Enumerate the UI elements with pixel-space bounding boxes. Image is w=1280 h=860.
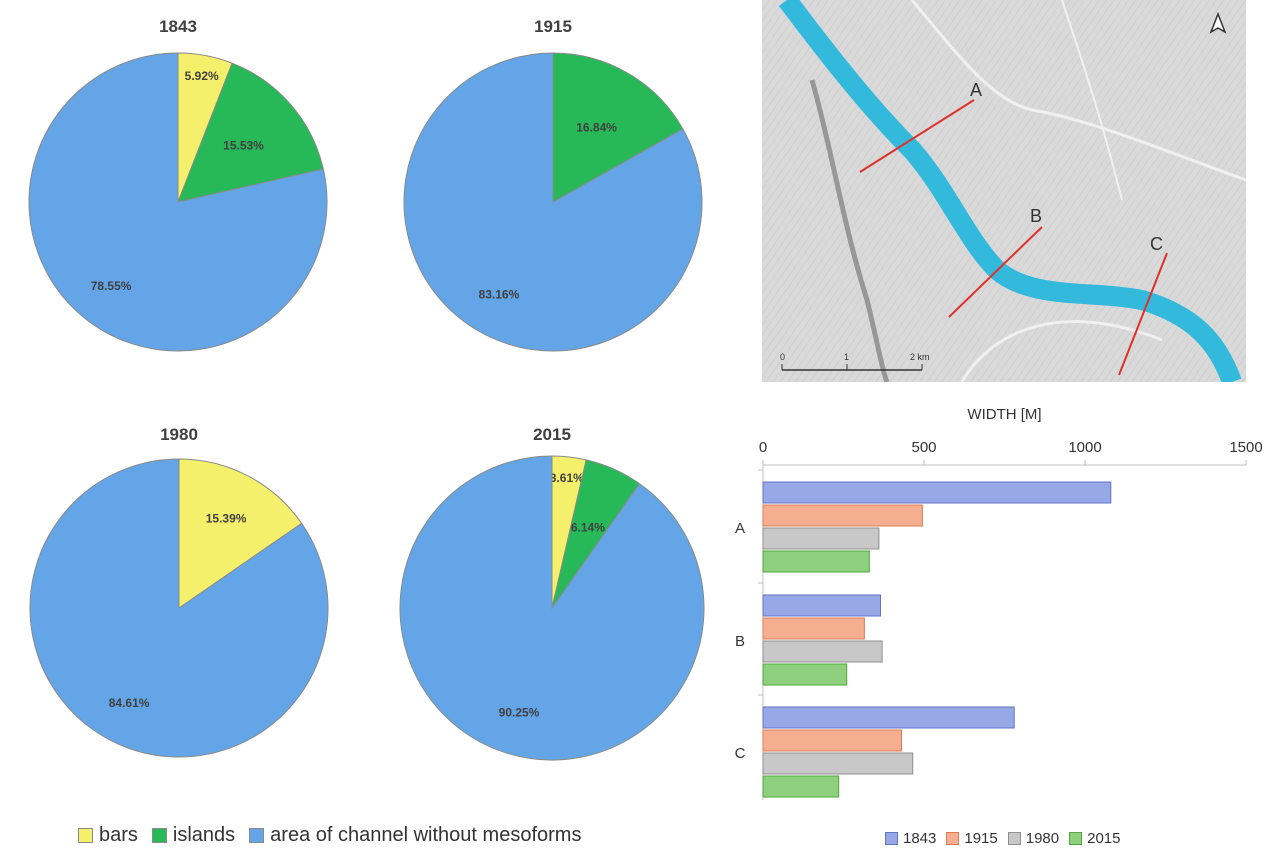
legend-swatch-2015 <box>1069 831 1083 845</box>
pie-slice-channel <box>399 455 705 761</box>
legend-label-1980: 1980 <box>1025 829 1060 847</box>
pie-title: 2015 <box>533 425 571 444</box>
map-profile-label-b: B <box>1030 206 1042 226</box>
map-profile-label-a: A <box>970 80 982 100</box>
pie-data-label: 6.14% <box>571 521 605 535</box>
legend-swatch-bars <box>78 827 93 843</box>
legend-item-1980: 1980 <box>1007 829 1060 847</box>
bar-C-1915 <box>762 729 902 752</box>
north-arrow-icon <box>1209 11 1227 34</box>
pie-data-label: 15.53% <box>223 139 264 153</box>
bar-B-2015 <box>762 663 848 686</box>
map-scale-label: 1 <box>844 352 849 362</box>
x-tick-label: 500 <box>911 439 936 456</box>
bar-A-2015 <box>762 550 870 573</box>
map-road <box>1061 0 1123 201</box>
pie-1843: 1843 5.92% 15.53% 78.55% <box>28 17 328 352</box>
x-axis-title: WIDTH [M] <box>967 406 1041 423</box>
pie-1915: 1915 16.84% 83.16% <box>403 17 703 352</box>
bar-B-1915 <box>762 617 865 640</box>
pie-data-label: 84.61% <box>109 696 150 710</box>
map-escarpment <box>809 79 890 382</box>
bar-B-1843 <box>762 594 881 617</box>
map-road <box>960 320 1163 382</box>
pie-data-label: 3.61% <box>550 471 584 485</box>
map-scale-label: 2 km <box>910 352 930 362</box>
legend-label-islands: islands <box>172 823 236 846</box>
bar-C-2015 <box>762 775 840 798</box>
pie-data-label: 5.92% <box>185 69 219 83</box>
x-tick-label: 1500 <box>1229 439 1262 456</box>
legend-item-islands: islands <box>151 823 236 847</box>
bar-A-1843 <box>762 481 1112 504</box>
bar-C-1843 <box>762 706 1015 729</box>
pie-legend: bars islands area of channel without mes… <box>78 820 595 850</box>
pie-slice-islands <box>177 62 324 203</box>
legend-swatch-1980 <box>1007 831 1021 845</box>
map-profile-label-c: C <box>1150 234 1163 254</box>
legend-item-bars: bars <box>78 824 138 847</box>
legend-label-2015: 2015 <box>1087 829 1121 847</box>
bar-A-1915 <box>762 504 923 527</box>
y-category-label: A <box>735 520 745 537</box>
y-category-label: C <box>735 745 746 762</box>
legend-label-1915: 1915 <box>964 829 998 847</box>
pie-slice-channel <box>28 52 328 352</box>
legend-label-channel: area of channel without mesoforms <box>270 823 582 846</box>
pie-data-label: 83.16% <box>479 288 520 302</box>
bar-C-1980 <box>762 752 914 775</box>
legend-swatch-1843 <box>885 831 898 845</box>
pie-2015: 2015 3.61% 6.14% 90.25% <box>399 425 705 761</box>
pie-data-label: 15.39% <box>206 511 247 525</box>
map-road <box>910 0 1246 182</box>
width-bar-chart: WIDTH [M] 0 500 1000 1500 A B C <box>735 406 1263 800</box>
pie-1980: 1980 15.39% 84.61% <box>29 425 329 758</box>
legend-item-2015: 2015 <box>1069 829 1121 847</box>
pie-title: 1980 <box>160 425 198 444</box>
legend-swatch-islands <box>151 827 167 843</box>
pie-slice-bars <box>178 458 303 609</box>
pie-title: 1843 <box>159 17 197 36</box>
pie-title: 1915 <box>534 17 572 36</box>
legend-swatch-1915 <box>946 831 960 845</box>
bar-legend: 1843 1915 1980 2015 <box>885 827 1131 849</box>
pie-slice-channel <box>29 458 329 758</box>
legend-swatch-channel <box>249 827 265 843</box>
y-category-label: B <box>735 633 745 650</box>
x-tick-label: 1000 <box>1068 439 1101 456</box>
pie-data-label: 16.84% <box>576 120 617 134</box>
map-profile-c <box>1118 252 1168 376</box>
pie-slice-channel <box>403 52 703 352</box>
bar-A-1980 <box>762 527 880 550</box>
pie-data-label: 90.25% <box>499 705 540 719</box>
x-tick-label: 0 <box>759 439 767 456</box>
legend-item-channel: area of channel without mesoforms <box>249 824 581 847</box>
pie-charts: 1843 5.92% 15.53% 78.55% 1915 16.84% 83.16% 198… <box>28 17 705 761</box>
river-map: A B C 0 1 2 km <box>762 0 1246 382</box>
legend-label-bars: bars <box>99 823 138 846</box>
map-profile-a <box>859 99 975 173</box>
legend-item-1843: 1843 <box>885 830 936 847</box>
legend-item-1915: 1915 <box>946 829 998 847</box>
legend-label-1843: 1843 <box>903 829 937 847</box>
pie-data-label: 78.55% <box>91 279 132 293</box>
pie-slice-islands <box>552 52 684 203</box>
map-profile-b <box>948 226 1043 318</box>
map-scale-label: 0 <box>780 352 785 362</box>
bar-B-1980 <box>762 640 883 663</box>
